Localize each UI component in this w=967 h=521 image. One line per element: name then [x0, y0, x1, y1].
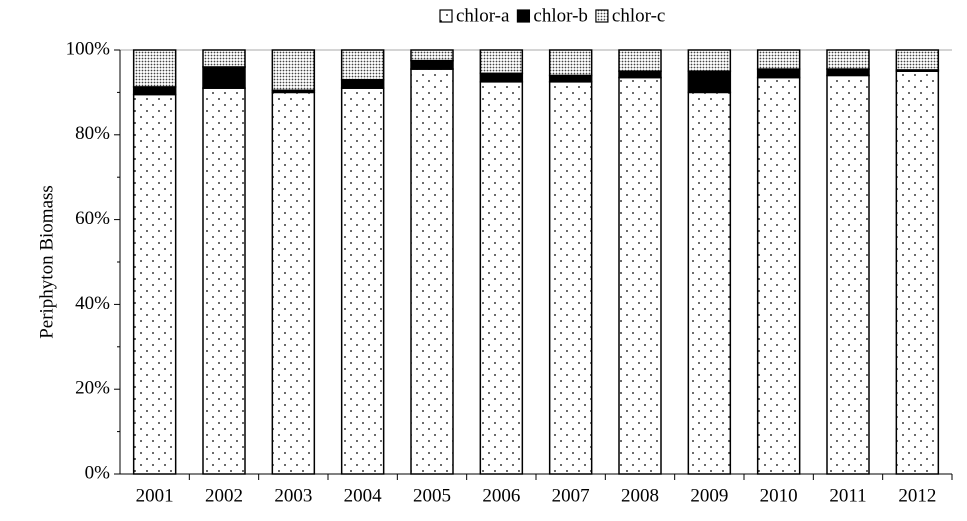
bar-segment	[479, 81, 524, 475]
legend-label: chlor-b	[533, 5, 588, 26]
bar-segment	[687, 49, 732, 72]
bar-segment	[132, 93, 177, 475]
bar-segment	[410, 59, 454, 70]
bar-segment	[410, 49, 454, 62]
y-axis-label: Periphyton Biomass	[36, 185, 57, 339]
bar-segment	[548, 49, 593, 77]
legend-label: chlor-c	[612, 5, 665, 26]
bar-segment	[132, 49, 177, 88]
bar-segment	[132, 86, 177, 96]
bar-segment	[202, 87, 246, 475]
bar-segment	[271, 91, 316, 475]
bar-segment	[618, 76, 662, 475]
x-tick-label: 2003	[274, 485, 312, 506]
bar-segment	[202, 66, 246, 89]
bar-segment	[340, 49, 385, 81]
bar-segment	[895, 49, 940, 71]
bar-segment	[479, 72, 524, 83]
x-tick-label: 2007	[552, 485, 590, 506]
y-tick-label: 60%	[75, 208, 110, 229]
bar-segment	[826, 49, 870, 70]
bar-segment	[340, 78, 385, 89]
y-tick-label: 20%	[75, 378, 110, 399]
x-tick-label: 2009	[690, 485, 728, 506]
x-tick-label: 2006	[482, 485, 520, 506]
legend-swatch	[595, 9, 609, 23]
x-tick-label: 2005	[413, 485, 451, 506]
bar-segment	[756, 68, 801, 79]
bar-segment	[271, 49, 316, 92]
bar-segment	[618, 49, 662, 72]
bar-segment	[895, 70, 940, 475]
bar-segment	[202, 49, 246, 68]
bar-segment	[340, 87, 385, 475]
x-tick-label: 2001	[136, 485, 174, 506]
bar-segment	[548, 81, 593, 475]
x-tick-label: 2010	[760, 485, 798, 506]
y-tick-label: 100%	[66, 38, 111, 59]
bar-segment	[756, 49, 801, 70]
x-tick-label: 2008	[621, 485, 659, 506]
bar-segment	[687, 70, 732, 94]
legend-label: chlor-a	[456, 5, 510, 26]
bar-segment	[826, 74, 870, 475]
bar-segment	[826, 68, 870, 77]
legend-swatch	[439, 9, 453, 23]
bar-segment	[618, 70, 662, 79]
x-tick-label: 2002	[205, 485, 243, 506]
y-tick-label: 0%	[85, 462, 111, 483]
y-tick-label: 80%	[75, 123, 110, 144]
bar-segment	[548, 74, 593, 83]
legend-swatch	[516, 9, 531, 23]
x-tick-label: 2004	[344, 485, 383, 506]
x-tick-label: 2011	[829, 485, 866, 506]
bar-segment	[756, 76, 801, 475]
bar-segment	[687, 91, 732, 475]
y-tick-label: 40%	[75, 293, 110, 314]
bar-segment	[410, 68, 454, 475]
bar-segment	[479, 49, 524, 75]
x-tick-label: 2012	[898, 485, 936, 506]
